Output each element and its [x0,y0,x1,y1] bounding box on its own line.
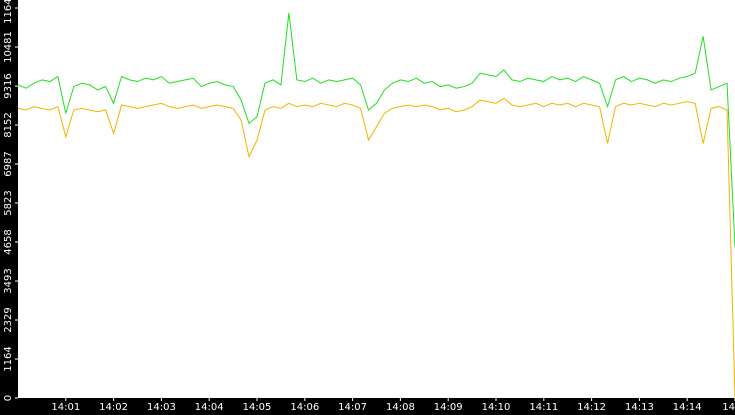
x-tick-label: 14:06 [290,402,319,413]
x-tick-label: 14:10 [482,402,511,413]
y-tick-label: 0 [3,395,14,401]
x-tick-label: 14:03 [147,402,176,413]
y-tick-label: 10481 [3,31,14,63]
plot-area [18,12,735,398]
x-tick-label: 14:08 [386,402,415,413]
x-tick-label: 14:11 [529,402,558,413]
x-axis-band [0,398,735,415]
x-tick-label: 14 [722,402,735,413]
y-tick-label: 8152 [3,112,14,137]
x-tick-label: 14:01 [51,402,80,413]
y-tick-label: 1164 [3,346,14,371]
x-tick-label: 14:05 [243,402,272,413]
x-tick-label: 14:14 [673,402,702,413]
y-tick-label: 3493 [3,268,14,293]
y-tick-label: 2329 [3,307,14,332]
x-tick-label: 14:13 [625,402,654,413]
y-tick-label: 6987 [3,151,14,176]
y-tick-label: 5823 [3,190,14,215]
x-tick-label: 14:12 [577,402,606,413]
series-line [18,97,735,398]
y-axis-band [0,0,18,415]
x-tick-label: 14:09 [434,402,463,413]
y-tick-label: 4658 [3,229,14,254]
x-tick-label: 14:02 [99,402,128,413]
x-tick-label: 14:04 [195,402,224,413]
series-line [18,12,735,248]
y-tick-label: 9316 [3,73,14,98]
y-tick-label: 11646 [3,0,14,24]
x-tick-label: 14:07 [338,402,367,413]
